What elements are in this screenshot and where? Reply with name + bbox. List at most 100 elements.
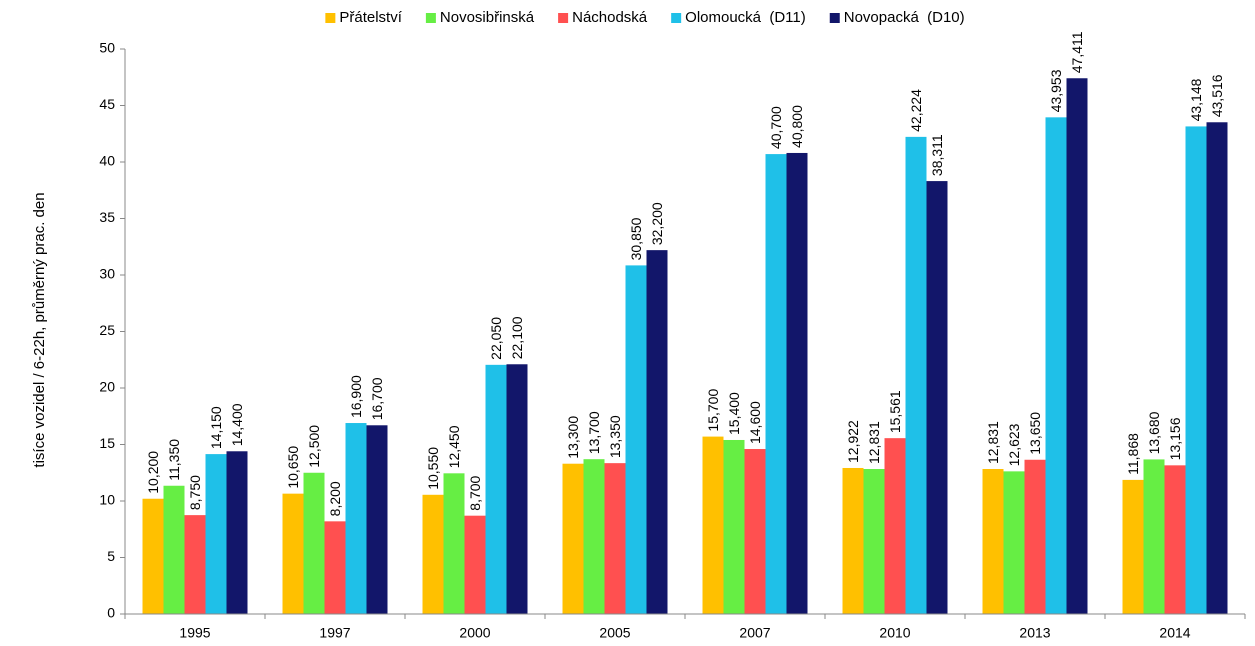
y-tick-label: 30 [99, 266, 115, 282]
data-label: 12,922 [845, 420, 861, 463]
bar [422, 494, 444, 614]
bar [765, 154, 787, 614]
data-label: 22,050 [488, 317, 504, 360]
bar [744, 449, 766, 614]
y-tick-label: 45 [99, 96, 115, 112]
data-label: 14,150 [208, 406, 224, 449]
legend-label: Novopacká (D10) [844, 9, 965, 26]
legend-label: Novosibřinská [440, 9, 535, 26]
data-label: 12,450 [446, 425, 462, 468]
y-tick-label: 25 [99, 322, 115, 338]
bar [443, 473, 465, 614]
data-label: 22,100 [509, 316, 525, 359]
bar [345, 423, 367, 614]
data-label: 14,400 [229, 403, 245, 446]
bar [366, 425, 388, 614]
data-label: 16,900 [348, 375, 364, 418]
bar [786, 152, 808, 614]
bar [485, 364, 507, 614]
x-tick-label: 2007 [739, 625, 770, 641]
y-tick-label: 15 [99, 435, 115, 451]
bar [1066, 78, 1088, 615]
data-label: 8,750 [187, 475, 203, 510]
data-label: 15,400 [726, 392, 742, 435]
bar [506, 364, 528, 614]
bar [142, 498, 164, 614]
legend-swatch [325, 13, 336, 23]
data-label: 11,350 [166, 439, 182, 481]
bar [303, 472, 325, 614]
data-label: 16,700 [369, 377, 385, 420]
bar [1164, 465, 1186, 614]
bar [1143, 459, 1165, 614]
bar [583, 459, 605, 614]
bar [1045, 117, 1067, 614]
y-tick-label: 40 [99, 153, 115, 169]
y-tick-label: 50 [99, 40, 115, 56]
y-tick-label: 35 [99, 209, 115, 225]
data-label: 13,650 [1027, 412, 1043, 455]
data-label: 13,680 [1146, 411, 1162, 454]
legend-swatch [425, 13, 436, 23]
data-label: 40,700 [768, 106, 784, 149]
data-label: 13,156 [1167, 417, 1183, 460]
bar [884, 438, 906, 614]
y-axis-label: tisíce vozidel / 6-22h, průměrný prac. d… [31, 192, 48, 467]
data-label: 13,700 [586, 411, 602, 454]
bar [863, 469, 885, 614]
x-tick-label: 2013 [1019, 625, 1050, 641]
legend-label: Přátelství [339, 9, 402, 26]
y-tick-label: 0 [107, 605, 115, 621]
data-label: 30,850 [628, 217, 644, 260]
x-tick-label: 1995 [179, 625, 210, 641]
bar [905, 136, 927, 614]
legend-label: Náchodská [572, 9, 648, 26]
bar [464, 515, 486, 614]
bar [205, 454, 227, 614]
bar [982, 469, 1004, 614]
data-label: 12,500 [306, 425, 322, 468]
bar [702, 436, 724, 614]
data-label: 13,300 [565, 416, 581, 459]
data-label: 13,350 [607, 415, 623, 458]
data-label: 42,224 [908, 89, 924, 132]
bar [926, 181, 948, 614]
data-label: 43,953 [1048, 69, 1064, 112]
legend-swatch [558, 13, 569, 23]
data-label: 43,516 [1209, 74, 1225, 117]
data-label: 12,831 [985, 421, 1001, 464]
data-label: 14,600 [747, 401, 763, 444]
data-label: 11,868 [1125, 433, 1141, 475]
data-label: 43,148 [1188, 78, 1204, 121]
data-label: 12,831 [866, 421, 882, 464]
bar [163, 485, 185, 614]
x-tick-label: 2000 [459, 625, 490, 641]
data-label: 10,550 [425, 447, 441, 490]
data-label: 12,623 [1006, 423, 1022, 466]
y-tick-label: 5 [107, 548, 115, 564]
bar [184, 515, 206, 614]
data-label: 15,700 [705, 389, 721, 432]
bar [282, 493, 304, 614]
y-tick-label: 20 [99, 379, 115, 395]
bar [625, 265, 647, 614]
legend-swatch [829, 13, 840, 23]
bar [1122, 479, 1144, 614]
data-label: 10,200 [145, 451, 161, 494]
bar [842, 467, 864, 614]
x-tick-label: 1997 [319, 625, 350, 641]
bar [723, 439, 745, 614]
y-tick-label: 10 [99, 492, 115, 508]
bar [562, 463, 584, 614]
legend-swatch [671, 13, 682, 23]
data-label: 47,411 [1069, 31, 1085, 73]
data-label: 15,561 [887, 390, 903, 433]
data-label: 8,700 [467, 475, 483, 510]
data-label: 40,800 [789, 105, 805, 148]
bar [646, 250, 668, 614]
bar [226, 451, 248, 614]
bar [1003, 471, 1025, 614]
x-tick-label: 2010 [879, 625, 910, 641]
bar [1024, 459, 1046, 614]
